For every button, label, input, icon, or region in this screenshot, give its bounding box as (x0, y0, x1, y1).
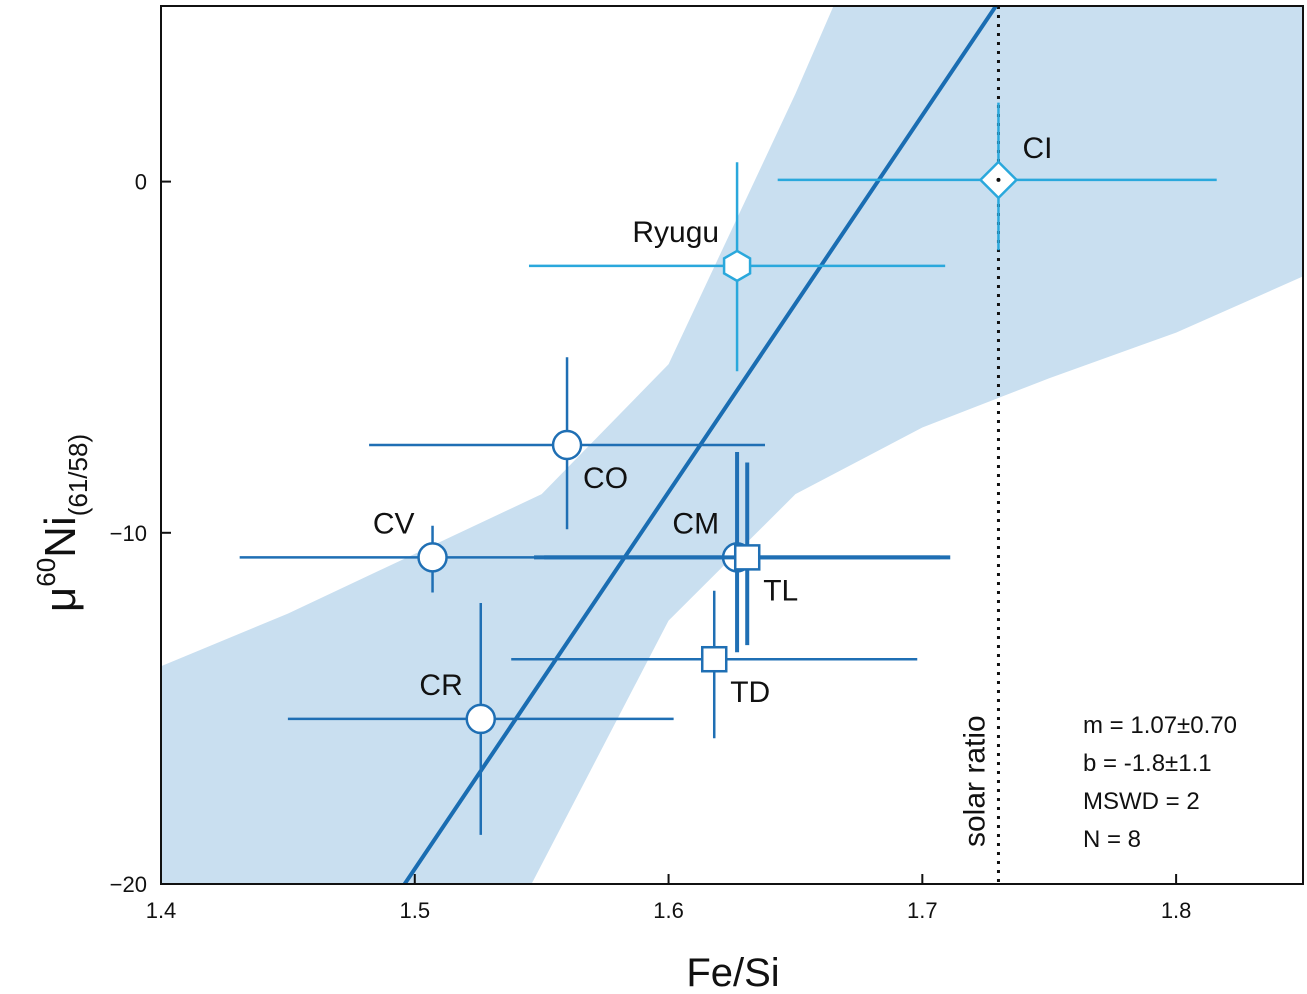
data-point-ci: CI (777, 102, 1217, 251)
data-points-layer: CI Ryugu CO CV CM TL TD CR (239, 102, 1217, 835)
hexagon-marker (722, 249, 752, 283)
marker-center-dot (996, 177, 1001, 182)
point-label: Ryugu (632, 216, 719, 249)
square-marker (700, 645, 728, 673)
axes-layer: 1.4 1.5 1.6 1.7 1.8 −20 −10 0 (110, 5, 1304, 923)
y-axis-title-sup: 60 (31, 558, 61, 587)
plot-frame (160, 5, 1304, 885)
stat-intercept: b = -1.8±1.1 (1083, 750, 1212, 777)
y-axis-title-sub: (61/58) (63, 434, 93, 516)
stat-slope: m = 1.07±0.70 (1083, 712, 1237, 739)
data-point-co: CO (369, 357, 765, 530)
x-tick-label: 1.8 (1161, 898, 1192, 923)
y-tick-label: −20 (110, 872, 147, 897)
stat-mswd: MSWD = 2 (1083, 788, 1200, 815)
x-tick-label: 1.4 (146, 898, 177, 923)
y-ticks: −20 −10 0 (110, 170, 171, 897)
data-point-ryugu: Ryugu (528, 162, 946, 372)
y-axis-title: μ60Ni(61/58) (31, 434, 93, 612)
data-point-cr: CR (287, 603, 674, 835)
stat-n: N = 8 (1083, 826, 1141, 853)
square-marker (733, 544, 761, 571)
circle-marker (465, 703, 497, 735)
x-tick-label: 1.6 (653, 898, 684, 923)
y-tick-label: −10 (110, 521, 147, 546)
point-label: TD (730, 676, 770, 709)
y-axis-title-mu: μ (36, 587, 85, 612)
fit-statistics: m = 1.07±0.70 b = -1.8±1.1 MSWD = 2 N = … (1083, 712, 1237, 853)
point-label: TL (763, 574, 798, 607)
y-tick-label: 0 (135, 170, 147, 195)
x-tick-label: 1.5 (399, 898, 430, 923)
data-point-tl: TL (544, 462, 951, 646)
circle-marker (551, 429, 583, 461)
data-point-td: TD (511, 590, 918, 739)
point-label: CR (419, 669, 462, 702)
point-label: CO (583, 462, 628, 495)
y-axis-title-ni: Ni (36, 516, 85, 558)
x-tick-label: 1.7 (907, 898, 938, 923)
solar-ratio-label: solar ratio (958, 715, 991, 847)
point-label: CI (1022, 132, 1052, 165)
circle-marker (417, 542, 448, 573)
point-label: CM (672, 507, 719, 540)
point-label: CV (373, 507, 415, 540)
x-ticks: 1.4 1.5 1.6 1.7 1.8 (146, 874, 1192, 923)
x-axis-title: Fe/Si (686, 951, 779, 994)
